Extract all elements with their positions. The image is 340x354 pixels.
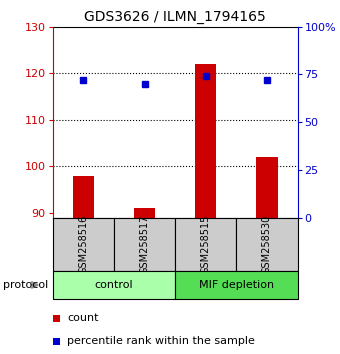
Bar	[53, 338, 60, 345]
Bar	[114, 218, 175, 271]
Bar	[236, 218, 298, 271]
Text: MIF depletion: MIF depletion	[199, 280, 274, 290]
Text: percentile rank within the sample: percentile rank within the sample	[67, 336, 255, 347]
Bar	[175, 271, 298, 299]
Text: protocol: protocol	[3, 280, 49, 290]
Text: control: control	[95, 280, 133, 290]
Bar	[53, 218, 114, 271]
Bar	[53, 315, 60, 322]
Bar	[53, 271, 175, 299]
Text: GSM258515: GSM258515	[201, 215, 211, 274]
Bar	[175, 218, 236, 271]
Text: count: count	[67, 313, 99, 324]
Text: GSM258517: GSM258517	[139, 215, 150, 274]
Text: GSM258530: GSM258530	[262, 215, 272, 274]
Bar	[134, 209, 155, 218]
Bar	[195, 64, 216, 218]
Bar	[256, 157, 278, 218]
Title: GDS3626 / ILMN_1794165: GDS3626 / ILMN_1794165	[84, 10, 266, 24]
Bar	[73, 176, 94, 218]
Text: GSM258516: GSM258516	[78, 215, 88, 274]
